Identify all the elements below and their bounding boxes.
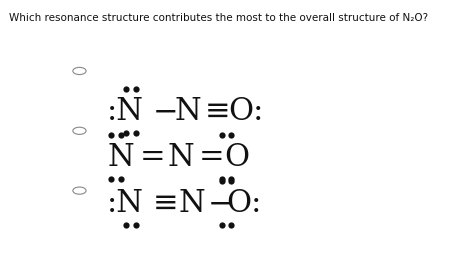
Text: :N: :N	[107, 188, 144, 219]
Text: Which resonance structure contributes the most to the overall structure of N₂O?: Which resonance structure contributes th…	[9, 13, 428, 23]
Text: N: N	[179, 188, 205, 219]
Text: O:: O:	[227, 188, 262, 219]
Text: ≡: ≡	[153, 188, 178, 219]
Text: ≡: ≡	[204, 96, 230, 127]
Text: −: −	[208, 188, 234, 219]
Text: O: O	[225, 142, 250, 173]
Text: N: N	[107, 142, 134, 173]
Text: N: N	[168, 142, 194, 173]
Text: =: =	[140, 142, 166, 173]
Text: N: N	[175, 96, 202, 127]
Text: O:: O:	[228, 96, 264, 127]
Text: :N: :N	[107, 96, 144, 127]
Text: =: =	[199, 142, 225, 173]
Text: −: −	[153, 96, 178, 127]
